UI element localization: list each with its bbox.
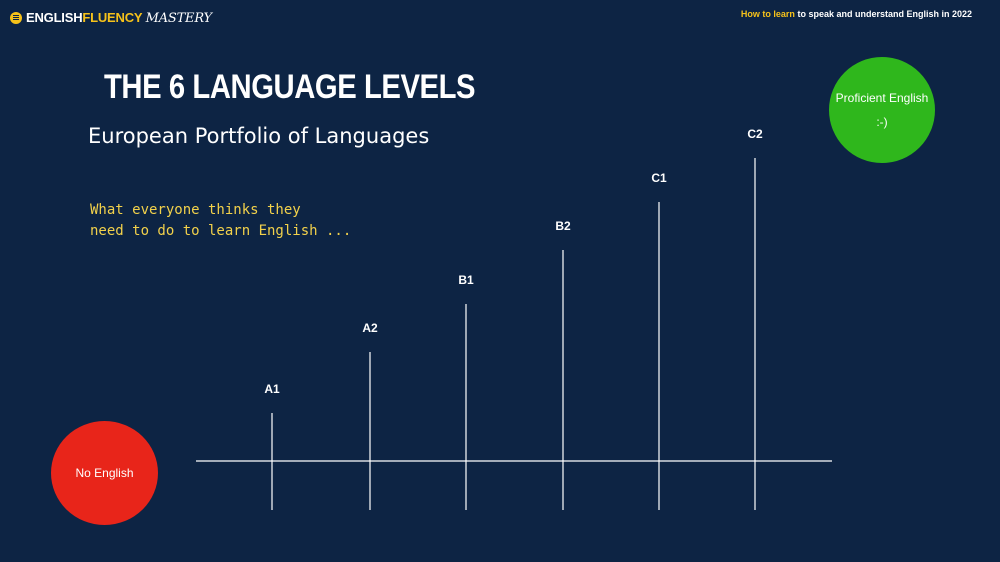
tagline-highlight: How to learn <box>740 9 795 19</box>
chat-bubble-icon <box>10 12 22 24</box>
level-label-a2: A2 <box>362 321 378 335</box>
level-bars: A1 A2 B1 B2 C1 C2 <box>264 127 763 510</box>
level-label-b2: B2 <box>555 219 571 233</box>
level-label-a1: A1 <box>264 382 280 396</box>
brand-name: ENGLISHFLUENCY MASTERY <box>26 10 212 26</box>
note-line-1: What everyone thinks they <box>90 202 301 218</box>
slide-title: THE 6 LANGUAGE LEVELS <box>104 68 476 106</box>
slide-subtitle: European Portfolio of Languages <box>88 124 430 148</box>
level-label-c2: C2 <box>747 127 763 141</box>
no-english-circle: No English <box>51 421 158 525</box>
brand-part-english: ENGLISH <box>26 10 83 25</box>
tagline-rest: to speak and understand English in 2022 <box>797 9 972 19</box>
note-text: What everyone thinks they need to do to … <box>90 200 351 242</box>
no-english-label: No English <box>75 466 134 480</box>
brand-part-fluency: FLUENCY <box>82 10 143 25</box>
level-label-b1: B1 <box>458 273 474 287</box>
level-label-c1: C1 <box>651 171 667 185</box>
note-line-2: need to do to learn English ... <box>90 223 352 239</box>
tagline: How to learn to speak and understand Eng… <box>741 9 972 19</box>
proficient-english-label: Proficient English <box>835 91 929 105</box>
brand-logo: ENGLISHFLUENCY MASTERY <box>10 10 212 26</box>
smiley-text: :-) <box>876 115 888 129</box>
brand-part-mastery: MASTERY <box>145 11 213 26</box>
proficient-english-circle: Proficient English :-) <box>829 57 935 163</box>
